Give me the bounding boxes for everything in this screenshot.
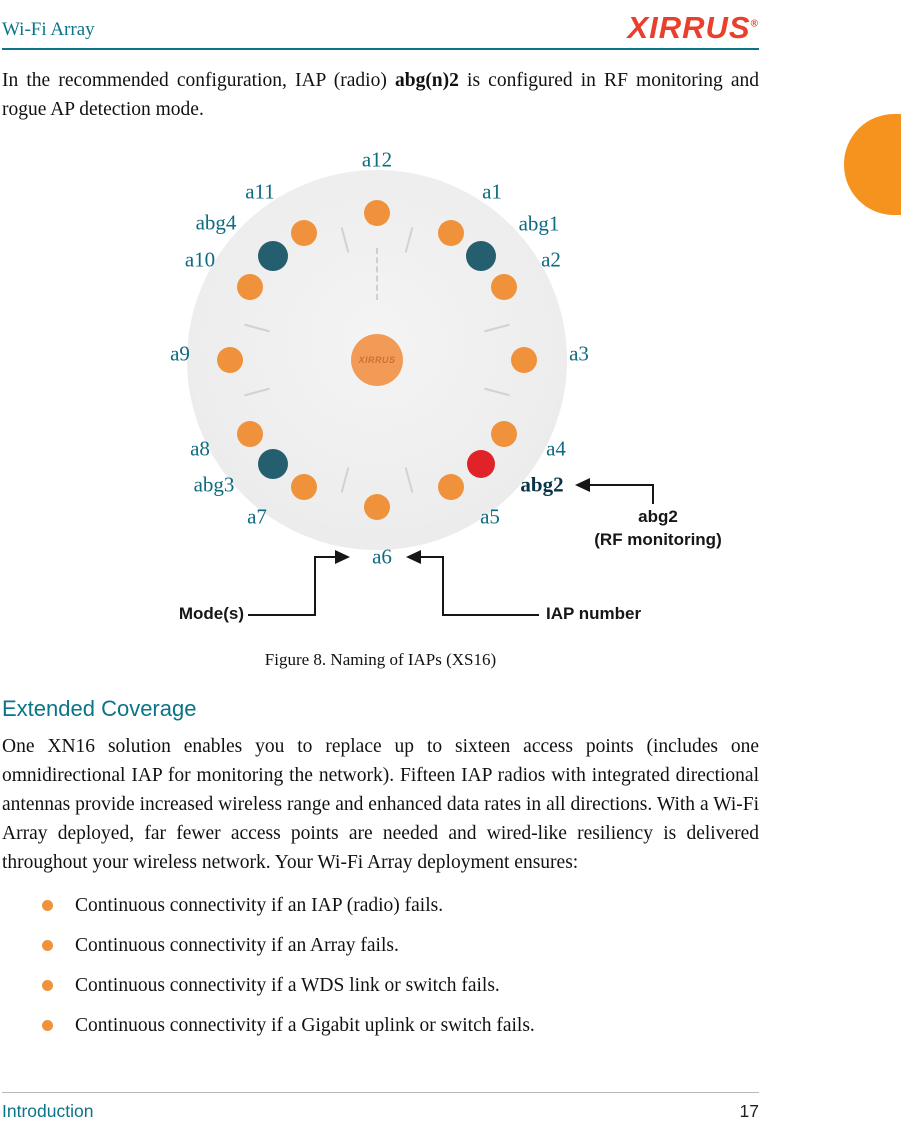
iap-dot-a12 xyxy=(364,200,390,226)
intro-bold-term: abg(n)2 xyxy=(394,70,459,91)
modes-callout-line-stub xyxy=(316,556,336,558)
abg2-rf-monitoring-callout: abg2 (RF monitoring) xyxy=(582,506,734,552)
iap-dot-a1 xyxy=(437,219,464,246)
iap-label-a3: a3 xyxy=(569,341,589,366)
iap-dot-abg4 xyxy=(258,241,289,272)
iap-label-abg4: abg4 xyxy=(195,210,237,235)
iap-dot-a2 xyxy=(491,273,518,300)
array-hub: XIRRUS xyxy=(351,334,403,386)
iap-number-arrow-icon xyxy=(406,550,421,564)
abg2-callout-subtitle: (RF monitoring) xyxy=(594,529,722,549)
iap-dot-abg1 xyxy=(465,241,496,272)
document-title: Wi-Fi Array xyxy=(2,19,95,40)
iap-dot-a8 xyxy=(236,420,263,447)
modes-arrow-icon xyxy=(335,550,350,564)
iap-dot-abg2 xyxy=(466,449,495,478)
figure-caption: Figure 8. Naming of IAPs (XS16) xyxy=(264,650,497,669)
iap-label-abg3: abg3 xyxy=(193,472,235,497)
iap-label-a7: a7 xyxy=(247,504,267,529)
abg2-callout-title: abg2 xyxy=(638,507,678,526)
iap-label-a6: a6 xyxy=(372,544,392,569)
iap-number-line-vertical xyxy=(442,556,444,616)
bullet-item: Continuous connectivity if a WDS link or… xyxy=(2,973,759,999)
figure-naming-of-iaps: XIRRUS Mode(s) IAP number xyxy=(2,142,759,670)
antenna-tick-dashed xyxy=(376,248,378,300)
iap-dot-a7 xyxy=(290,474,317,501)
bullet-item: Continuous connectivity if an Array fail… xyxy=(2,933,759,959)
iap-number-line-horizontal xyxy=(442,614,539,616)
footer-section-name: Introduction xyxy=(2,1101,94,1121)
iap-label-abg2: abg2 xyxy=(520,472,564,497)
section-paragraph: One XN16 solution enables you to replace… xyxy=(2,736,759,873)
bullet-list: Continuous connectivity if an IAP (radio… xyxy=(2,893,759,1039)
iap-label-a8: a8 xyxy=(190,436,210,461)
iap-label-a4: a4 xyxy=(546,436,566,461)
abg2-line-vertical xyxy=(652,484,654,504)
registered-mark: ® xyxy=(750,18,759,30)
intro-text-pre: In the recommended configuration, IAP (r… xyxy=(2,70,395,91)
xirrus-logo-text: XIRRUS xyxy=(627,10,751,45)
iap-dot-a3 xyxy=(511,347,537,373)
page-header: Wi-Fi Array XIRRUS® xyxy=(2,0,759,50)
bullet-item: Continuous connectivity if an IAP (radio… xyxy=(2,893,759,919)
intro-text-post: is configured in RF monitoring and rogue… xyxy=(2,70,759,120)
modes-callout-line-horizontal xyxy=(248,614,316,616)
abg2-line-horizontal xyxy=(590,484,654,486)
iap-dot-a4 xyxy=(491,420,518,447)
iap-label-a2: a2 xyxy=(541,247,561,272)
iap-dot-a11 xyxy=(290,219,317,246)
iap-label-a12: a12 xyxy=(361,147,393,172)
modes-callout-label: Mode(s) xyxy=(178,604,244,623)
iap-dot-a9 xyxy=(217,347,243,373)
section-heading: Extended Coverage xyxy=(2,696,197,721)
xirrus-logo: XIRRUS® xyxy=(627,12,759,43)
iap-label-a11: a11 xyxy=(245,179,275,204)
iap-label-a9: a9 xyxy=(170,341,190,366)
iap-dot-a10 xyxy=(236,273,263,300)
page-content: Wi-Fi Array XIRRUS® In the recommended c… xyxy=(2,0,759,1053)
iap-dot-a5 xyxy=(437,474,464,501)
iap-number-callout-label: IAP number xyxy=(546,604,642,623)
iap-dot-abg3 xyxy=(258,448,289,479)
page-footer: Introduction 17 xyxy=(2,1092,759,1122)
iap-label-abg1: abg1 xyxy=(518,211,560,236)
abg2-arrow-icon xyxy=(575,478,590,492)
iap-diagram: XIRRUS Mode(s) IAP number xyxy=(2,142,759,640)
intro-paragraph: In the recommended configuration, IAP (r… xyxy=(2,66,759,124)
footer-page-number: 17 xyxy=(739,1101,759,1121)
iap-label-a5: a5 xyxy=(480,504,500,529)
iap-label-a10: a10 xyxy=(184,247,216,272)
page-tab-marker xyxy=(844,114,901,215)
iap-label-a1: a1 xyxy=(482,179,502,204)
bullet-item: Continuous connectivity if a Gigabit upl… xyxy=(2,1013,759,1039)
iap-dot-a6 xyxy=(364,494,390,520)
hub-logo-text: XIRRUS xyxy=(358,355,396,365)
iap-number-line-stub xyxy=(421,556,444,558)
modes-callout-line-vertical xyxy=(314,556,316,616)
